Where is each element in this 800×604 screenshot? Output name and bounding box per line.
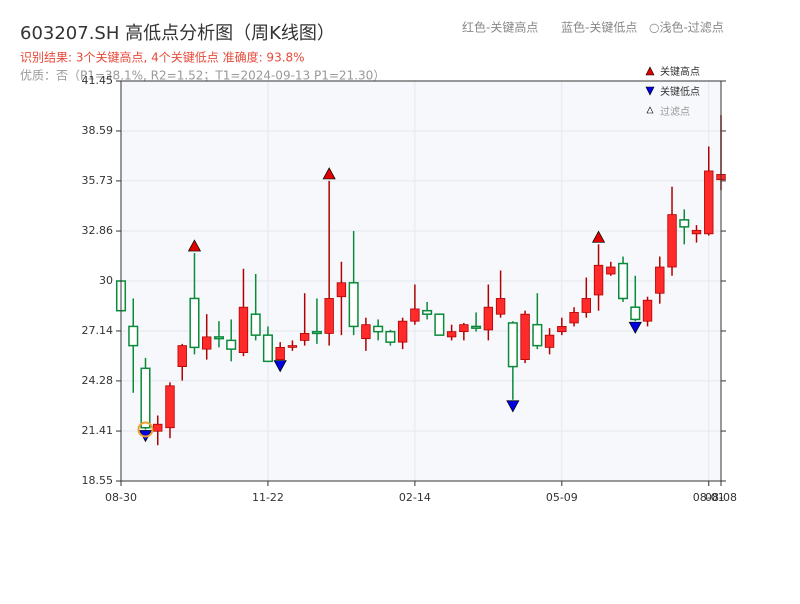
candle-body [507, 322, 518, 368]
key-high-marker [591, 230, 606, 243]
candle-body [483, 306, 494, 331]
candle-body [165, 385, 175, 429]
candle-body [691, 229, 702, 235]
candle-body [532, 323, 543, 347]
candle-body [385, 330, 396, 343]
legend-high-icon [645, 66, 655, 76]
y-tick-label: 38.59 [82, 124, 114, 137]
candle-body [618, 262, 629, 300]
candle-body [557, 326, 567, 333]
candle-body [153, 423, 163, 432]
candle-body [361, 324, 371, 340]
legend-low-icon [645, 86, 655, 96]
candle-body [410, 308, 420, 322]
chart-title: 603207.SH 高低点分析图（周K线图） [20, 23, 335, 44]
filtered-marker [137, 421, 154, 438]
legend-label: 关键高点 [660, 65, 700, 78]
candle-body [202, 336, 212, 350]
candle-body [495, 298, 506, 315]
key-high-marker [322, 167, 336, 180]
candle-body [189, 297, 200, 349]
candle-body [177, 345, 187, 367]
candle-body [348, 281, 359, 328]
candle-body [642, 299, 653, 322]
candle-body [226, 339, 237, 350]
candle-body [324, 298, 334, 334]
candle-body [250, 313, 261, 336]
x-tick-label: 08-08 [705, 491, 737, 504]
candle-body [630, 306, 641, 321]
candle-body [422, 309, 433, 315]
candle-body [128, 325, 139, 347]
candle-body [471, 325, 482, 329]
x-tick-label: 08-30 [105, 491, 137, 504]
candle-body [520, 313, 530, 361]
x-tick-label: 08-01 [693, 491, 725, 504]
candle-body [569, 312, 579, 324]
y-tick-label: 18.55 [82, 474, 114, 487]
top-legend: 蓝色-关键低点 [561, 21, 637, 35]
plot-frame [120, 80, 722, 482]
candle-body [275, 346, 285, 361]
key-low-marker [273, 360, 287, 373]
candle-body [679, 219, 690, 228]
x-tick-label: 11-22 [252, 491, 284, 504]
candle-body [287, 345, 298, 348]
y-tick-label: 27.14 [82, 324, 114, 337]
y-tick-label: 24.28 [82, 374, 114, 387]
candle-body [655, 266, 665, 294]
candle-body [373, 325, 384, 333]
candle-body [238, 306, 249, 354]
candle-body [667, 214, 677, 268]
candle-body [213, 336, 224, 340]
candle-body [593, 264, 604, 296]
y-tick-label: 41.45 [82, 74, 114, 87]
candle-body [262, 334, 273, 363]
candle-body [397, 320, 408, 343]
plot: 18.55 21.41 24.28 27.14 30 32.86 35.73 38.59 41.… [82, 74, 737, 504]
x-tick-label: 05-09 [546, 491, 578, 504]
key-low-marker [506, 400, 520, 413]
y-tick-label: 21.41 [82, 424, 114, 437]
candle-body [299, 333, 310, 341]
candle-body [581, 298, 591, 313]
candle-body [311, 330, 322, 335]
key-low-marker [628, 321, 642, 334]
top-legend: 红色-关键高点 [462, 20, 538, 35]
note: 优质：否（P1=38.1%, R2=1.52；T1=2024-09-13 P1=… [20, 69, 385, 83]
top-legend: ○浅色-过滤点 [649, 21, 724, 35]
x-tick-label: 02-14 [399, 491, 431, 504]
candle-body [140, 367, 151, 429]
candle-body [704, 170, 714, 235]
candle-body [544, 334, 555, 348]
y-tick-label: 35.73 [82, 174, 114, 187]
y-tick-label: 32.86 [82, 224, 114, 237]
legend-label: 过滤点 [660, 105, 690, 118]
candle-body [336, 282, 347, 298]
subtitle: 识别结果: 3个关键高点, 4个关键低点 准确度: 93.8% [20, 50, 305, 65]
candle-body [434, 313, 445, 336]
candle-body [606, 266, 616, 275]
candle-body [459, 324, 469, 333]
y-tick-label: 30 [99, 274, 113, 287]
key-high-marker [187, 239, 202, 252]
candle-body [446, 331, 457, 338]
legend-label: 关键低点 [660, 85, 700, 98]
legend-filter-icon [646, 106, 654, 114]
